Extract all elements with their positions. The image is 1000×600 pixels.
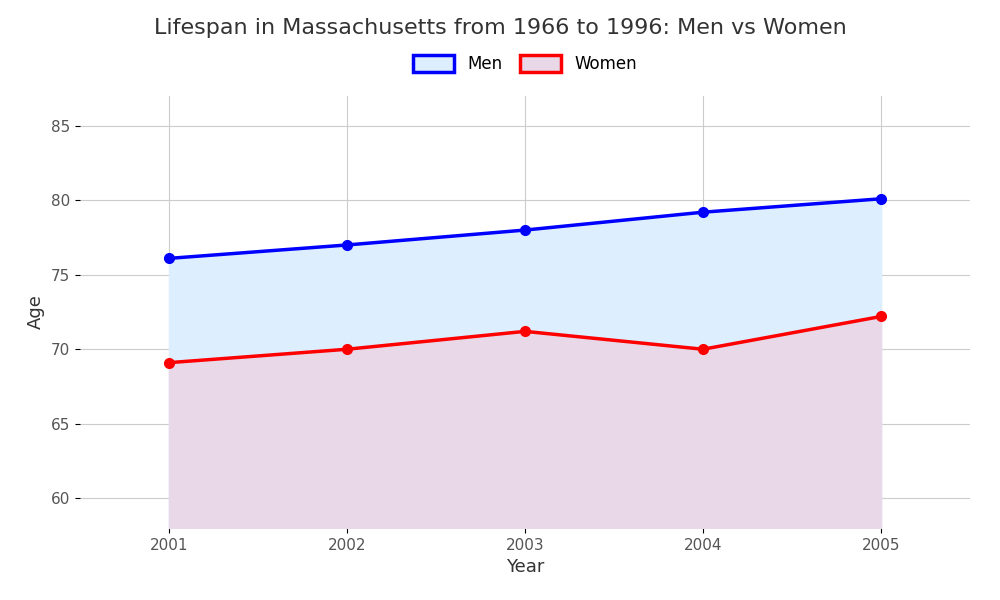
- Text: Lifespan in Massachusetts from 1966 to 1996: Men vs Women: Lifespan in Massachusetts from 1966 to 1…: [154, 18, 846, 38]
- X-axis label: Year: Year: [506, 558, 544, 576]
- Y-axis label: Age: Age: [27, 295, 45, 329]
- Legend: Men, Women: Men, Women: [406, 48, 644, 80]
